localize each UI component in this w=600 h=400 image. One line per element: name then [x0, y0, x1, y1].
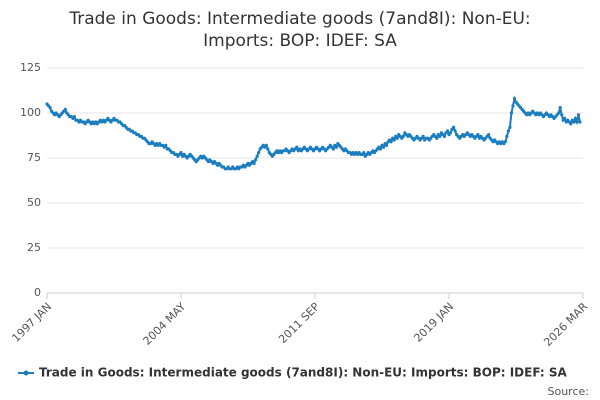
point — [451, 125, 456, 129]
point — [257, 151, 261, 155]
y-tick-label: 100 — [20, 106, 41, 119]
point — [179, 151, 183, 155]
point — [266, 147, 270, 151]
point — [331, 147, 335, 151]
y-tick-label: 75 — [27, 151, 41, 164]
point — [560, 113, 564, 117]
point — [252, 161, 256, 165]
point — [389, 140, 393, 144]
point — [563, 116, 567, 120]
legend-label: Trade in Goods: Intermediate goods (7and… — [39, 366, 568, 380]
point — [578, 120, 582, 124]
point — [362, 151, 366, 155]
legend-marker — [23, 370, 29, 376]
point — [384, 143, 389, 147]
point — [506, 129, 510, 133]
x-tick-label: 2004 MAY — [141, 300, 189, 348]
x-tick-label: 2026 MAR — [541, 300, 590, 349]
point — [395, 136, 399, 140]
x-tick-label: 2019 JAN — [411, 300, 456, 345]
point — [569, 122, 573, 126]
point — [572, 120, 576, 124]
point — [576, 113, 581, 117]
point — [378, 147, 383, 151]
point — [48, 106, 52, 110]
point — [509, 111, 514, 115]
x-tick-label: 2011 SEP — [276, 300, 322, 346]
point — [558, 106, 562, 110]
point — [442, 134, 447, 138]
point — [392, 138, 396, 142]
chart-title: Trade in Goods: Intermediate goods (7and… — [68, 9, 530, 29]
point — [476, 133, 480, 137]
point — [557, 111, 561, 115]
point — [295, 145, 299, 149]
point — [164, 143, 168, 147]
point — [438, 134, 442, 138]
point — [421, 134, 425, 138]
point — [486, 133, 491, 137]
y-tick-label: 125 — [20, 61, 41, 74]
point — [503, 140, 507, 144]
y-tick-label: 25 — [27, 241, 41, 254]
y-tick-label: 0 — [34, 286, 41, 299]
point — [448, 131, 453, 135]
point — [334, 145, 338, 149]
point — [264, 143, 268, 147]
point — [63, 107, 67, 111]
point — [401, 134, 405, 138]
point — [445, 129, 450, 133]
point — [255, 154, 259, 158]
point — [508, 125, 512, 129]
point — [575, 120, 579, 124]
x-tick-label: 1997 JAN — [9, 300, 54, 345]
point — [381, 145, 386, 149]
source: Source: — [548, 385, 590, 398]
point — [453, 129, 457, 133]
point — [573, 116, 577, 120]
point — [505, 134, 509, 138]
point — [254, 158, 258, 162]
point — [72, 115, 77, 119]
point — [512, 97, 517, 101]
y-tick-label: 50 — [27, 196, 41, 209]
point — [435, 136, 439, 140]
chart-title: Imports: BOP: IDEF: SA — [203, 31, 397, 51]
point — [511, 104, 515, 108]
